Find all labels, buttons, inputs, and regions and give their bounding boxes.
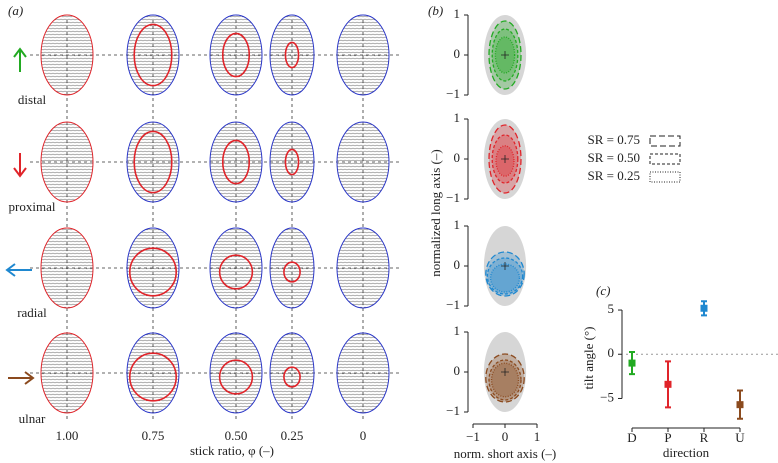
contact-ellipse	[490, 362, 520, 398]
data-point	[664, 380, 672, 388]
legend-swatch	[649, 135, 681, 147]
x-axis-label: norm. short axis (–)	[454, 446, 557, 461]
contact-contour	[218, 359, 254, 395]
arrow	[8, 371, 35, 385]
contact-contour	[128, 247, 178, 297]
fingerprint	[336, 14, 390, 96]
x-tick-label: 1	[534, 429, 541, 444]
fingerprint	[269, 121, 315, 203]
data-point	[736, 401, 744, 409]
y-tick-label: 5	[608, 301, 615, 316]
x-tick-label: 0	[360, 428, 367, 443]
y-tick-label: 1	[454, 6, 461, 21]
arrow	[13, 153, 27, 178]
x-tick-label: 0.50	[225, 428, 248, 443]
fingerprint	[126, 227, 180, 309]
legend-label: SR = 0.50	[588, 150, 640, 165]
fingerprint	[40, 14, 94, 96]
y-tick-label: 0	[454, 46, 461, 61]
x-tick-label: P	[664, 430, 671, 445]
fingerprint	[209, 14, 263, 96]
contact-ellipse	[485, 251, 525, 297]
y-tick-label: −1	[446, 190, 460, 205]
y-tick-label: −5	[600, 389, 614, 404]
fingerprint	[126, 332, 180, 414]
y-axis-label: normalized long axis (–)	[428, 149, 443, 276]
fingerprint	[336, 227, 390, 309]
y-tick-label: 1	[454, 217, 461, 232]
y-tick-label: 1	[454, 323, 461, 338]
legend-swatch	[649, 153, 681, 165]
contact-ellipse	[489, 263, 521, 293]
fingerprint	[126, 14, 180, 96]
panel-label: (c)	[596, 283, 610, 298]
fingerprint	[209, 332, 263, 414]
y-tick-label: 0	[608, 345, 615, 360]
contact-contour	[133, 130, 173, 194]
contact-contour	[284, 148, 300, 176]
contact-contour	[284, 41, 300, 69]
legend-swatch	[649, 171, 681, 183]
center-cross	[501, 262, 509, 270]
contact-ellipse	[485, 353, 525, 403]
direction-label: radial	[17, 305, 47, 320]
x-tick-label: 0.75	[142, 428, 165, 443]
center-cross	[501, 368, 509, 376]
x-axis-label: stick ratio, φ (–)	[190, 443, 274, 458]
y-tick-label: 0	[454, 150, 461, 165]
y-tick-label: −1	[446, 297, 460, 312]
x-tick-label: D	[627, 430, 636, 445]
data-point	[700, 304, 708, 312]
panel-label: (a)	[8, 3, 23, 18]
fingerprint	[126, 121, 180, 203]
panel-label: (b)	[428, 3, 443, 18]
fingerprint	[209, 121, 263, 203]
y-tick-label: −1	[446, 86, 460, 101]
fingerprint	[40, 332, 94, 414]
y-axis-label: tilt angle (°)	[581, 327, 596, 390]
x-tick-label: U	[735, 430, 745, 445]
direction-label: distal	[18, 92, 47, 107]
y-tick-label: 0	[454, 363, 461, 378]
fingerprint	[336, 121, 390, 203]
arrow	[13, 47, 27, 72]
legend-label: SR = 0.25	[588, 168, 640, 183]
contact-contour	[128, 352, 178, 402]
direction-label: proximal	[9, 199, 56, 214]
contact-ellipse	[488, 359, 522, 401]
arrow	[5, 263, 32, 277]
contact-contour	[283, 261, 301, 283]
x-tick-label: 0.25	[281, 428, 304, 443]
direction-label: ulnar	[19, 411, 46, 426]
contact-contour	[221, 32, 251, 78]
y-tick-label: −1	[446, 403, 460, 418]
x-tick-label: 0	[502, 429, 509, 444]
fingerprint	[40, 121, 94, 203]
x-tick-label: R	[700, 430, 709, 445]
fingerprint	[336, 332, 390, 414]
fingerprint	[269, 332, 315, 414]
data-point	[628, 359, 636, 367]
fingerprint	[269, 227, 315, 309]
legend-label: SR = 0.75	[588, 132, 640, 147]
x-axis-label: direction	[663, 445, 710, 460]
fingerprint	[269, 14, 315, 96]
contact-contour	[133, 23, 173, 87]
x-tick-label: 1.00	[56, 428, 79, 443]
x-tick-label: −1	[466, 429, 480, 444]
center-cross	[501, 155, 509, 163]
y-tick-label: 1	[454, 110, 461, 125]
fingerprint	[209, 227, 263, 309]
contact-contour	[283, 366, 301, 388]
contact-contour	[221, 139, 251, 185]
fingerprint	[40, 227, 94, 309]
contact-contour	[218, 254, 254, 290]
center-cross	[501, 51, 509, 59]
y-tick-label: 0	[454, 257, 461, 272]
